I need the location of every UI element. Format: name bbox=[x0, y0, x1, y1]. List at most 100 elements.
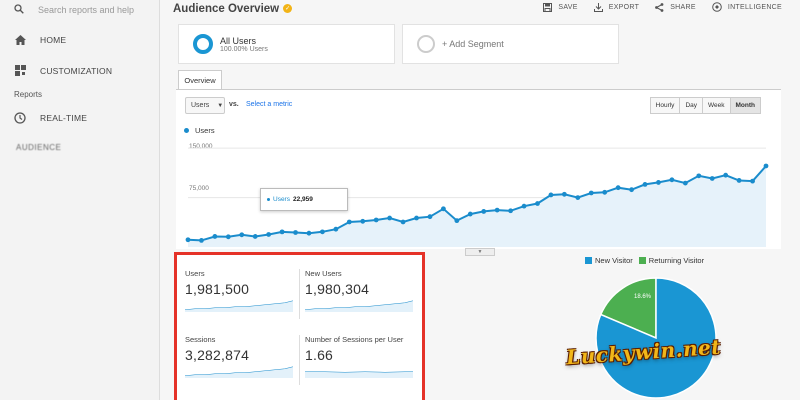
intelligence-button[interactable]: INTELLIGENCE bbox=[712, 2, 782, 12]
data-point[interactable] bbox=[440, 206, 446, 212]
kpi-summary-box: Users 1,981,500 New Users 1,980,304 Sess… bbox=[174, 252, 425, 400]
data-point[interactable] bbox=[535, 201, 540, 206]
sidebar-item-label: HOME bbox=[40, 34, 67, 45]
data-point[interactable] bbox=[575, 195, 581, 200]
page-header: Audience Overview ✓ bbox=[160, 0, 800, 17]
data-point[interactable] bbox=[750, 178, 755, 184]
share-label: SHARE bbox=[670, 3, 696, 11]
data-point[interactable] bbox=[548, 192, 554, 198]
data-point[interactable] bbox=[225, 234, 231, 240]
data-point[interactable] bbox=[333, 226, 339, 232]
data-point[interactable] bbox=[561, 191, 567, 197]
tab-overview[interactable]: Overview bbox=[178, 70, 222, 89]
data-point[interactable] bbox=[199, 238, 204, 243]
metric-select-value: Users bbox=[191, 102, 210, 109]
users-line-chart bbox=[185, 147, 769, 247]
data-point[interactable] bbox=[494, 207, 500, 213]
data-point[interactable] bbox=[602, 189, 608, 195]
kpi-label: New Users bbox=[305, 269, 342, 278]
data-point[interactable] bbox=[320, 229, 325, 235]
share-button[interactable]: SHARE bbox=[655, 2, 696, 12]
sidebar-item-home[interactable]: HOME bbox=[0, 24, 159, 55]
sidebar-item-realtime[interactable]: REAL-TIME bbox=[0, 102, 159, 133]
period-hourly-button[interactable]: Hourly bbox=[649, 97, 681, 114]
export-label: EXPORT bbox=[608, 3, 640, 11]
add-segment-button[interactable]: + Add Segment bbox=[402, 24, 619, 64]
data-point[interactable] bbox=[629, 187, 634, 193]
data-point[interactable] bbox=[481, 209, 487, 214]
sidebar-item-customization[interactable]: CUSTOMIZATION bbox=[0, 55, 159, 86]
legend-swatch bbox=[585, 257, 592, 264]
kpi-value: 1.66 bbox=[305, 347, 334, 363]
data-point[interactable] bbox=[293, 230, 298, 235]
data-point[interactable] bbox=[212, 234, 218, 239]
segment-ring-icon bbox=[193, 34, 213, 54]
search-input[interactable]: Search reports and help bbox=[38, 5, 135, 15]
kpi-divider bbox=[299, 269, 300, 319]
intelligence-icon bbox=[712, 2, 722, 12]
tooltip-dot-icon bbox=[267, 198, 270, 201]
page-title: Audience Overview bbox=[173, 2, 280, 15]
data-point[interactable] bbox=[346, 219, 352, 225]
data-point[interactable] bbox=[360, 218, 366, 224]
data-point[interactable] bbox=[467, 211, 473, 217]
data-point[interactable] bbox=[763, 163, 769, 169]
pie-legend-label: New Visitor bbox=[595, 256, 633, 265]
data-point[interactable] bbox=[454, 218, 460, 224]
data-point[interactable] bbox=[185, 237, 191, 243]
legend-label: Users bbox=[195, 126, 215, 135]
data-point[interactable] bbox=[696, 173, 702, 179]
segment-bar: All Users 100.00% Users + Add Segment bbox=[178, 24, 626, 64]
chart-expand-handle[interactable]: ▼ bbox=[465, 248, 495, 256]
data-point[interactable] bbox=[414, 215, 419, 221]
clock-icon bbox=[14, 111, 26, 124]
data-point[interactable] bbox=[588, 190, 594, 196]
select-metric-link[interactable]: Select a metric bbox=[246, 101, 293, 108]
save-button[interactable]: SAVE bbox=[543, 2, 578, 12]
period-day-button[interactable]: Day bbox=[679, 97, 703, 114]
data-point[interactable] bbox=[709, 176, 715, 181]
visitor-pie-chart: 18.6% bbox=[595, 277, 717, 399]
toolbar: SAVE EXPORT SHARE INTELLIGENCE bbox=[527, 0, 782, 14]
data-point[interactable] bbox=[266, 232, 272, 237]
data-point[interactable] bbox=[427, 214, 433, 220]
kpi-value: 3,282,874 bbox=[185, 347, 250, 363]
period-month-button[interactable]: Month bbox=[729, 97, 761, 114]
sidebar-item-label: CUSTOMIZATION bbox=[40, 65, 113, 76]
data-point[interactable] bbox=[521, 203, 527, 209]
data-point[interactable] bbox=[252, 234, 258, 239]
data-point[interactable] bbox=[508, 208, 514, 214]
pie-slice[interactable] bbox=[595, 277, 717, 399]
metric-select[interactable]: Users ▼ bbox=[185, 97, 225, 114]
export-icon bbox=[593, 2, 603, 12]
data-point[interactable] bbox=[669, 177, 675, 183]
data-point[interactable] bbox=[400, 219, 406, 225]
data-point[interactable] bbox=[279, 229, 285, 235]
export-button[interactable]: EXPORT bbox=[593, 2, 640, 12]
kpi-new-users[interactable]: New Users 1,980,304 bbox=[305, 269, 415, 312]
data-point[interactable] bbox=[387, 215, 393, 221]
sidebar-item-audience[interactable]: AUDIENCE bbox=[16, 143, 62, 152]
kpi-sessions[interactable]: Sessions 3,282,874 bbox=[185, 335, 295, 378]
kpi-sessions-per-user[interactable]: Number of Sessions per User 1.66 bbox=[305, 335, 423, 378]
users-area-fill bbox=[188, 166, 766, 247]
data-point[interactable] bbox=[682, 180, 688, 186]
data-point[interactable] bbox=[723, 172, 729, 178]
data-point[interactable] bbox=[373, 217, 379, 223]
legend-dot-icon bbox=[184, 128, 189, 133]
kpi-users[interactable]: Users 1,981,500 bbox=[185, 269, 295, 312]
sidebar-item-label: REAL-TIME bbox=[40, 112, 88, 123]
segment-all-users[interactable]: All Users 100.00% Users bbox=[178, 24, 395, 64]
data-point[interactable] bbox=[615, 185, 621, 191]
kpi-sparkline bbox=[185, 300, 293, 312]
data-point[interactable] bbox=[306, 230, 312, 236]
data-point[interactable] bbox=[656, 180, 661, 185]
save-label: SAVE bbox=[558, 3, 578, 11]
data-point[interactable] bbox=[239, 232, 245, 238]
data-point[interactable] bbox=[642, 182, 648, 187]
search-bar[interactable]: Search reports and help bbox=[0, 0, 159, 20]
pie-slice[interactable] bbox=[599, 277, 657, 340]
period-week-button[interactable]: Week bbox=[702, 97, 731, 114]
data-point[interactable] bbox=[736, 178, 742, 183]
intelligence-label: INTELLIGENCE bbox=[727, 3, 782, 11]
